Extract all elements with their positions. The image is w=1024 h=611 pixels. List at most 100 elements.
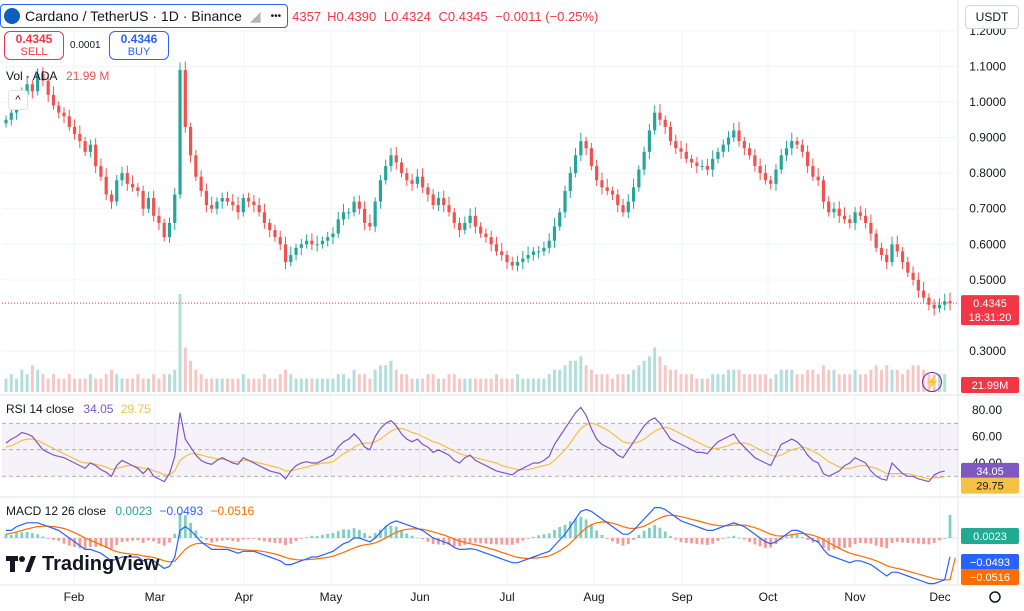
macd-histogram-bar (168, 538, 171, 543)
volume-bar (705, 378, 709, 392)
rsi-ma-tag (961, 477, 1019, 494)
candle (283, 244, 288, 263)
volume-bar (67, 374, 71, 392)
macd-tag (961, 554, 1019, 570)
macd-histogram-bar (236, 538, 240, 542)
candle (489, 237, 493, 245)
volume-bar (4, 378, 8, 392)
macd-histogram-bar (110, 538, 113, 550)
volume-bar (442, 378, 446, 392)
macd-histogram-bar (368, 535, 372, 538)
more-options-button[interactable]: ••• (270, 10, 282, 22)
macd-histogram-bar (447, 538, 451, 545)
volume-bar (146, 378, 150, 392)
rsi-ma-tag-value: 29.75 (976, 481, 1004, 493)
volume-bar (278, 374, 282, 392)
candle (125, 173, 129, 184)
candle (405, 173, 409, 181)
volume-bar (832, 369, 836, 392)
buy-price: 0.4346 (120, 32, 158, 46)
candle (130, 183, 135, 188)
macd-histogram-bar (331, 533, 335, 538)
macd-histogram-bar (837, 538, 841, 549)
brand-name: TradingView (42, 553, 160, 575)
volume-bar (368, 378, 372, 392)
candle (363, 208, 367, 223)
symbol-selector[interactable]: Cardano / TetherUS · 1D · Binance ◢ ••• (0, 4, 289, 28)
volume-bar (331, 378, 335, 392)
macd-line (6, 507, 951, 585)
lightning-icon[interactable]: ⚡ (922, 372, 942, 392)
time-axis-label: Apr (235, 590, 254, 604)
macd-histogram-bar (125, 538, 129, 542)
macd-histogram-bar (384, 526, 388, 538)
price-axis-label: 1.0000 (969, 95, 1006, 109)
macd-signal-tag (961, 569, 1019, 585)
volume-bar (204, 378, 208, 392)
volume-bar (125, 378, 129, 392)
volume-bar (363, 374, 367, 392)
volume-bar (621, 374, 625, 392)
macd-histogram-bar (906, 538, 910, 543)
macd-histogram-bar (800, 536, 804, 538)
candle (262, 212, 267, 223)
candle (225, 198, 230, 202)
volume-bar (727, 369, 731, 392)
volume-bar (748, 374, 752, 392)
candle (774, 169, 778, 184)
candle (357, 201, 361, 209)
macd-histogram-bar (742, 538, 746, 540)
macd-signal-value: −0.0516 (210, 504, 255, 518)
macd-histogram-bar (336, 531, 340, 538)
flag-icon[interactable]: ◢ (249, 7, 261, 24)
price-axis-label: 0.9000 (969, 131, 1006, 145)
candle (447, 205, 451, 213)
candle (452, 212, 456, 223)
macd-hist-tag (961, 528, 1019, 544)
macd-histogram-bar (574, 519, 577, 538)
candle (806, 151, 810, 167)
macd-histogram-bar (621, 538, 625, 546)
currency-selector[interactable]: USDT (965, 5, 1019, 29)
volume-bar (589, 369, 593, 392)
macd-histogram-bar (463, 538, 467, 545)
collapse-legend-button[interactable]: ^ (8, 90, 28, 110)
volume-bar (547, 374, 551, 392)
macd-histogram-bar (579, 516, 583, 538)
volume-bar (199, 374, 203, 392)
candle (426, 187, 430, 195)
volume-bar (858, 374, 862, 392)
volume-bar (637, 365, 641, 392)
macd-histogram-bar (690, 538, 693, 544)
volume-bar (790, 369, 794, 392)
price-axis-label: 0.8000 (969, 166, 1006, 180)
candle (468, 215, 472, 223)
volume-bar (542, 378, 546, 392)
macd-histogram-bar (452, 538, 456, 547)
candle (305, 240, 309, 245)
volume-bar (183, 347, 187, 392)
candle (204, 190, 209, 206)
macd-histogram-bar (748, 538, 751, 543)
volume-bar (257, 378, 261, 392)
candle (537, 251, 541, 253)
candle (463, 222, 467, 231)
sell-button[interactable]: 0.4345 SELL (4, 31, 64, 60)
macd-histogram-bar (305, 537, 309, 539)
macd-histogram-bar (853, 538, 857, 545)
macd-histogram-bar (684, 538, 688, 543)
macd-histogram-bar (790, 533, 794, 538)
buy-button[interactable]: 0.4346 BUY (109, 31, 169, 60)
macd-histogram-bar (226, 538, 229, 540)
candle (515, 262, 520, 266)
volume-bar (57, 378, 61, 392)
volume-bar (299, 378, 303, 392)
candle (916, 279, 920, 291)
macd-histogram-bar (711, 538, 715, 544)
macd-histogram-bar (568, 521, 572, 538)
candle (479, 226, 483, 234)
candle (399, 162, 404, 174)
volume-bar (241, 374, 245, 392)
macd-histogram-bar (885, 538, 889, 549)
